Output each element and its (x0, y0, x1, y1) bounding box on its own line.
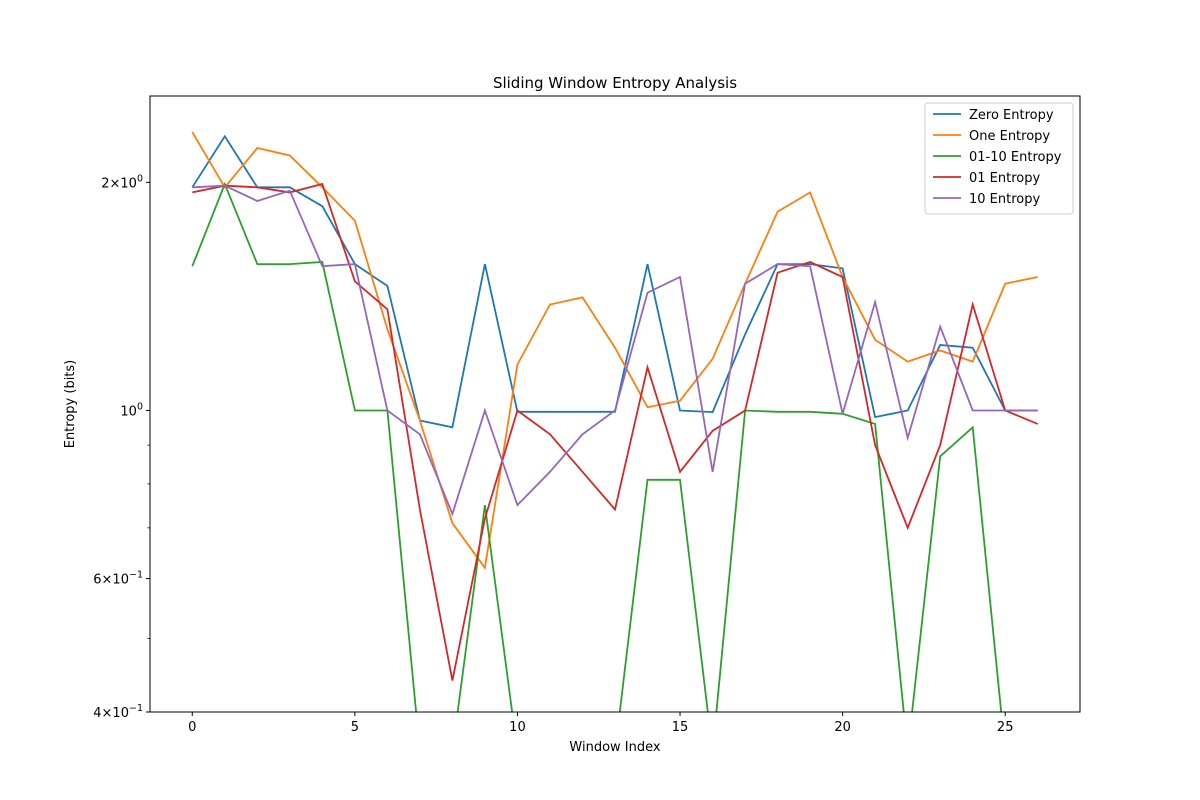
plot-area (191, 131, 1039, 712)
legend-label: 01-10 Entropy (969, 150, 1062, 165)
series-line-01-10-entropy (191, 181, 1003, 712)
series-line-one-entropy (191, 131, 1038, 571)
x-axis: 0 5 10 15 20 25 (188, 712, 1013, 735)
y-tick-label: 6×10−1 (93, 570, 143, 588)
x-tick-label: 0 (188, 720, 196, 735)
y-tick-label: 2×100 (101, 173, 143, 191)
legend: Zero Entropy One Entropy 01-10 Entropy 01 E… (924, 102, 1074, 215)
legend-label: 10 Entropy (969, 192, 1040, 207)
y-tick-label: 4×10−1 (93, 703, 143, 721)
x-tick-label: 20 (834, 720, 851, 735)
y-axis: 4×10−1 6×10−1 100 2×100 (93, 173, 150, 721)
legend-box (924, 102, 1074, 215)
legend-label: 01 Entropy (969, 171, 1040, 186)
x-tick-label: 10 (509, 720, 526, 735)
y-axis-label: Entropy (bits) (63, 360, 78, 449)
series-line-zero-entropy (191, 134, 1038, 429)
plot-frame (149, 95, 1081, 713)
x-tick-label: 25 (997, 720, 1014, 735)
series-line-10-entropy (192, 184, 1038, 517)
x-tick-label: 5 (351, 720, 359, 735)
chart-title: Sliding Window Entropy Analysis (493, 74, 737, 92)
legend-label: Zero Entropy (969, 108, 1054, 123)
x-axis-label: Window Index (569, 740, 660, 755)
legend-label: One Entropy (969, 129, 1050, 144)
x-tick-label: 15 (672, 720, 689, 735)
y-tick-label: 100 (120, 401, 143, 419)
series-line-01-entropy (192, 182, 1039, 681)
